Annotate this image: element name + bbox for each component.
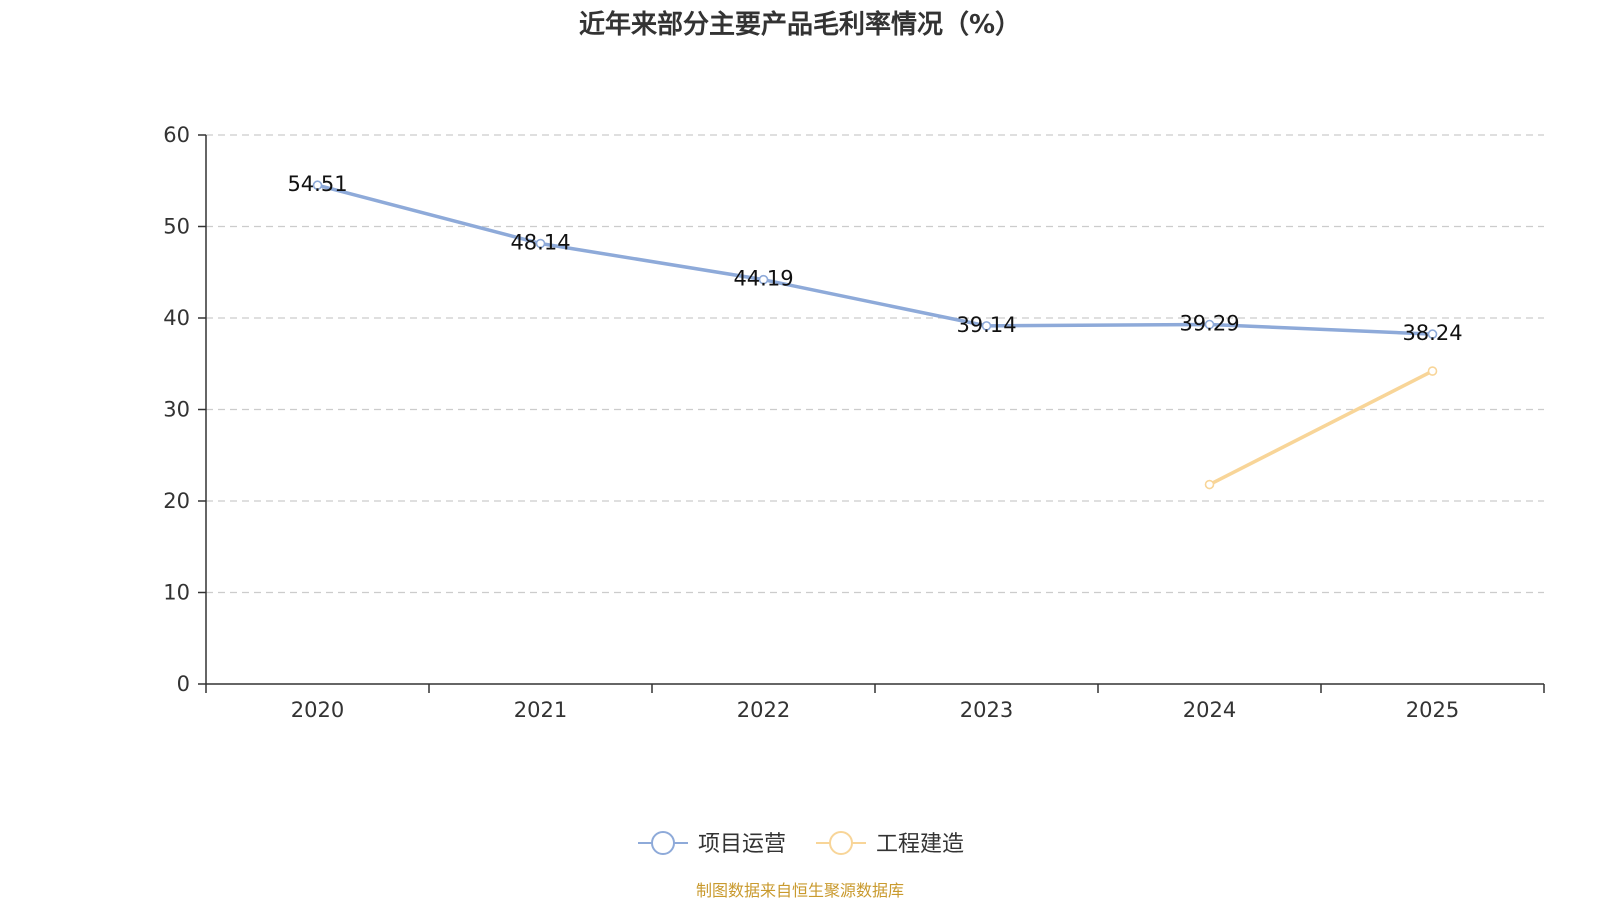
x-tick-label: 2023 [960, 698, 1013, 722]
y-tick-label: 10 [163, 581, 190, 605]
y-tick-label: 0 [177, 672, 190, 696]
y-tick-label: 30 [163, 398, 190, 422]
x-tick-label: 2025 [1406, 698, 1459, 722]
x-tick-label: 2020 [291, 698, 344, 722]
axes: 0 10 20 30 40 50 60 2020 2021 2022 2023 2024 2025 [163, 123, 1545, 722]
legend-label: 工程建造 [876, 832, 964, 857]
data-label: 48.14 [510, 231, 570, 255]
series-line-0 [317, 183, 1433, 336]
data-point [312, 180, 323, 191]
data-labels: 54.51 48.14 44.19 39.14 39.29 38.24 [287, 172, 1462, 345]
series-layer [312, 180, 1438, 490]
chart-title: 近年来部分主要产品毛利率情况（%） [579, 9, 1021, 40]
data-label: 39.14 [956, 313, 1016, 337]
data-point [758, 274, 769, 285]
x-tick-label: 2024 [1183, 698, 1236, 722]
series-line-1 [1208, 369, 1434, 487]
y-tick-label: 50 [163, 215, 190, 239]
source-note: 制图数据来自恒生聚源数据库 [696, 881, 904, 900]
x-tick-label: 2021 [514, 698, 567, 722]
y-tick-label: 60 [163, 123, 190, 147]
data-label: 38.24 [1402, 321, 1462, 345]
data-label: 44.19 [733, 267, 793, 291]
data-point [1204, 319, 1215, 330]
y-tick-label: 20 [163, 489, 190, 513]
data-point [1427, 329, 1438, 339]
legend-marker-icon [829, 831, 853, 855]
data-point [1204, 479, 1215, 490]
x-tick-label: 2022 [737, 698, 790, 722]
data-label: 54.51 [287, 172, 347, 196]
data-point [535, 238, 546, 249]
legend-label: 项目运营 [698, 832, 786, 857]
grid-lines [206, 134, 1544, 594]
legend-marker-icon [651, 831, 675, 855]
data-point [1427, 366, 1438, 376]
y-tick-label: 40 [163, 306, 190, 330]
data-label: 39.29 [1179, 311, 1239, 335]
data-point [981, 321, 992, 331]
legend[interactable]: 项目运营 工程建造 [638, 831, 964, 857]
legend-item-0[interactable]: 项目运营 [638, 831, 786, 857]
legend-item-1[interactable]: 工程建造 [816, 831, 964, 857]
